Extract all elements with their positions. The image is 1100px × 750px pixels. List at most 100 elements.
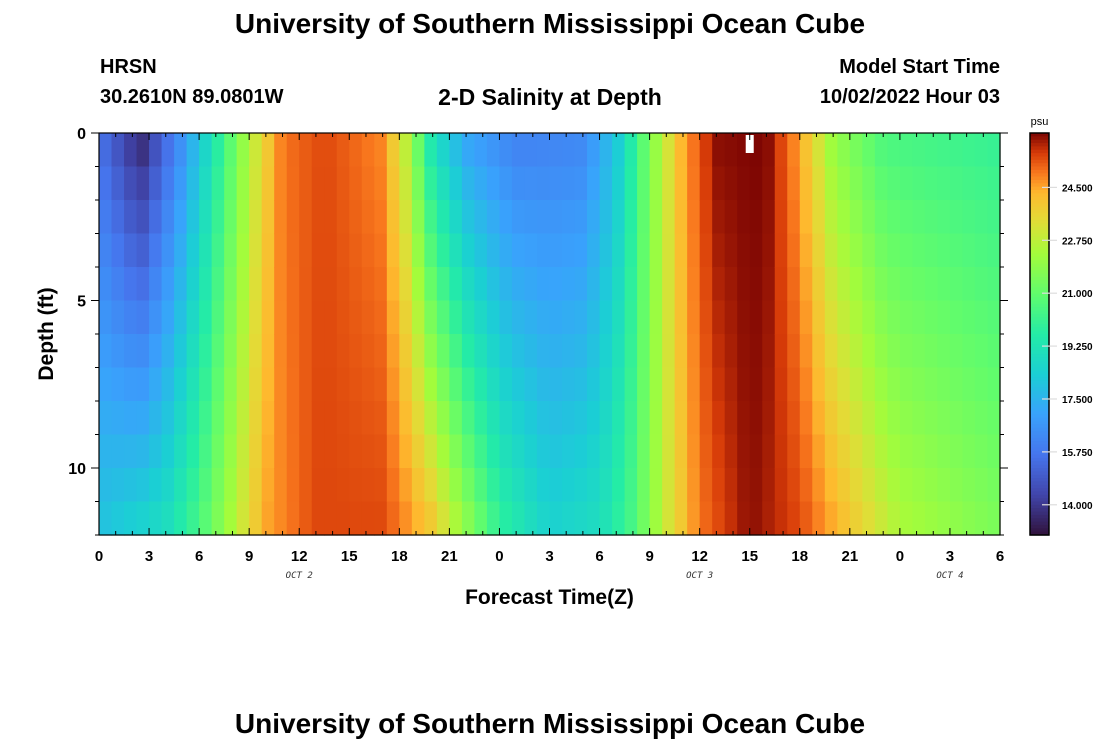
heatmap-cell — [174, 200, 188, 235]
heatmap-cell — [274, 166, 288, 201]
heatmap-cell — [511, 367, 526, 402]
heatmap-cell — [624, 434, 638, 469]
heatmap-cell — [687, 267, 701, 302]
heatmap-cell — [962, 300, 976, 335]
heatmap-cell — [486, 334, 501, 369]
heatmap-cell — [299, 334, 313, 369]
heatmap-cell — [887, 367, 901, 402]
colorbar-tick-label: 24.500 — [1062, 183, 1093, 194]
heatmap-cell — [261, 367, 275, 402]
heatmap-cell — [549, 401, 563, 436]
heatmap-cell — [862, 468, 876, 503]
heatmap-cell — [862, 166, 876, 201]
heatmap-cell — [762, 367, 776, 402]
heatmap-cell — [987, 166, 1001, 201]
heatmap-cell — [762, 166, 776, 201]
heatmap-cell — [536, 133, 551, 168]
heatmap-cell — [224, 468, 238, 503]
heatmap-cell — [424, 468, 438, 503]
heatmap-cell — [987, 233, 1001, 268]
heatmap-cell — [724, 468, 738, 503]
heatmap-cell — [937, 300, 951, 335]
heatmap-cell — [99, 434, 113, 469]
heatmap-cell — [99, 501, 113, 536]
heatmap-cell — [161, 334, 175, 369]
heatmap-cell — [286, 468, 300, 503]
colorbar-segment — [1030, 320, 1049, 325]
heatmap-cell — [224, 300, 238, 335]
heatmap-cell — [436, 501, 450, 536]
heatmap-cell — [674, 434, 688, 469]
heatmap-cell — [662, 200, 676, 235]
heatmap-cell — [286, 267, 300, 302]
heatmap-cell — [912, 233, 926, 268]
heatmap-cell — [199, 367, 213, 402]
heatmap-cell — [124, 166, 138, 201]
heatmap-cell — [612, 367, 626, 402]
heatmap-cell — [311, 166, 325, 201]
colorbar-segment — [1030, 169, 1049, 174]
heatmap-cell — [386, 501, 400, 536]
heatmap-cell — [662, 367, 676, 402]
heatmap-cell — [762, 200, 776, 235]
heatmap-cell — [374, 367, 388, 402]
heatmap-cell — [862, 367, 876, 402]
heatmap-cell — [812, 233, 826, 268]
heatmap-cell — [124, 401, 138, 436]
heatmap-cell — [599, 367, 613, 402]
heatmap-cell — [99, 401, 113, 436]
heatmap-cell — [837, 233, 851, 268]
heatmap-cell — [749, 233, 763, 268]
heatmap-cell — [812, 334, 826, 369]
heatmap-cell — [486, 267, 501, 302]
heatmap-cell — [837, 133, 851, 168]
colorbar-segment — [1030, 260, 1049, 265]
heatmap-cell — [411, 300, 425, 335]
heatmap-cell — [524, 300, 538, 335]
heatmap-cell — [912, 434, 926, 469]
heatmap-cell — [211, 334, 225, 369]
heatmap-cell — [336, 501, 350, 536]
heatmap-cell — [224, 501, 238, 536]
colorbar-segment — [1030, 494, 1049, 499]
heatmap-cell — [749, 434, 763, 469]
heatmap-cell — [274, 133, 288, 168]
colorbar-segment — [1030, 179, 1049, 184]
heatmap-cell — [161, 133, 175, 168]
colorbar-segment — [1030, 437, 1049, 442]
colorbar-segment — [1030, 407, 1049, 412]
heatmap-cell — [149, 267, 163, 302]
heatmap-cell — [549, 166, 563, 201]
heatmap-cell — [712, 300, 726, 335]
heatmap-cell — [461, 434, 476, 469]
heatmap-cell — [624, 468, 638, 503]
heatmap-cell — [987, 367, 1001, 402]
heatmap-cell — [924, 367, 939, 402]
heatmap-cell — [149, 501, 163, 536]
heatmap-cell — [199, 334, 213, 369]
heatmap-cell — [974, 200, 989, 235]
colorbar-segment — [1030, 501, 1049, 506]
heatmap-cell — [161, 267, 175, 302]
heatmap-cell — [737, 166, 751, 201]
colorbar-segment — [1030, 397, 1049, 402]
heatmap-cell — [336, 133, 350, 168]
heatmap-cell — [124, 334, 138, 369]
heatmap-cell — [536, 434, 551, 469]
colorbar-segment — [1030, 236, 1049, 241]
heatmap-cell — [987, 401, 1001, 436]
heatmap-cell — [624, 367, 638, 402]
colorbar-segment — [1030, 210, 1049, 214]
heatmap-cell — [762, 233, 776, 268]
heatmap-cell — [336, 334, 350, 369]
colorbar-segment — [1030, 216, 1049, 221]
colorbar-segment — [1030, 283, 1049, 288]
heatmap-cell — [799, 233, 813, 268]
heatmap-cell — [762, 501, 776, 536]
heatmap-cell — [361, 300, 375, 335]
heatmap-cell — [211, 300, 225, 335]
heatmap-cell — [499, 166, 513, 201]
heatmap-cell — [174, 434, 188, 469]
x-date-label: OCT 4 — [936, 571, 963, 581]
colorbar-segment — [1030, 334, 1049, 338]
